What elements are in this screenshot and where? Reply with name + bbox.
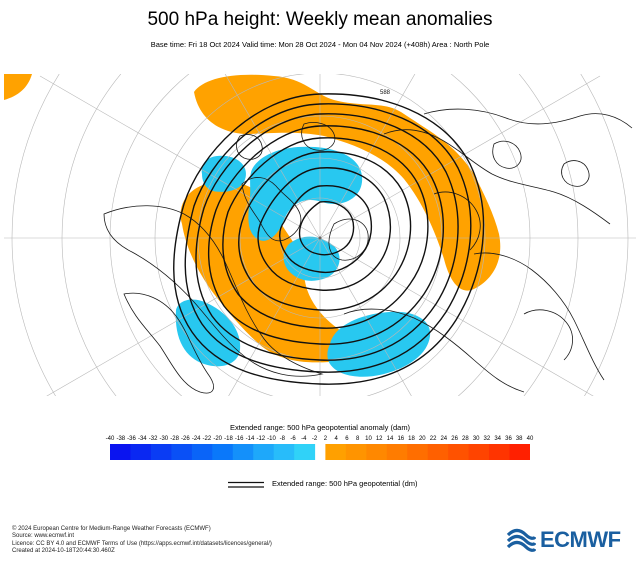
colorbar-segment-negative bbox=[212, 444, 234, 460]
colorbar-tick-label: 6 bbox=[345, 436, 349, 442]
colorbar-tick-label: -6 bbox=[290, 436, 296, 442]
footer-line: Source: www.ecmwf.int bbox=[12, 533, 75, 540]
colorbar-segment-positive bbox=[489, 444, 511, 460]
colorbar-tick-label: -32 bbox=[148, 436, 158, 442]
colorbar-tick-label: 36 bbox=[505, 436, 512, 442]
chart-subtitle: Base time: Fri 18 Oct 2024 Valid time: M… bbox=[150, 40, 490, 49]
footer-line: Licence: CC BY 4.0 and ECMWF Terms of Us… bbox=[12, 540, 272, 547]
colorbar-segment-negative bbox=[150, 444, 172, 460]
colorbar-tick-label: -38 bbox=[116, 436, 126, 442]
colorbar-tick-label: -18 bbox=[224, 436, 233, 442]
footer-line: Created at 2024-10-18T20:44:30.460Z bbox=[12, 547, 115, 554]
colorbar-tick-label: -8 bbox=[279, 436, 285, 442]
anomaly-colorbar bbox=[110, 444, 530, 460]
colorbar-tick-label: 20 bbox=[418, 436, 426, 442]
colorbar-tick-label: 24 bbox=[440, 436, 448, 442]
colorbar-tick-label: -10 bbox=[267, 436, 276, 442]
geopotential-contours bbox=[173, 93, 485, 385]
colorbar-segment-negative bbox=[253, 444, 275, 460]
colorbar-tick-label: 10 bbox=[365, 436, 372, 442]
colorbar-tick-label: 12 bbox=[375, 436, 383, 442]
colorbar-tick-label: 38 bbox=[515, 436, 523, 442]
colorbar-segment-positive bbox=[366, 444, 388, 460]
colorbar-segment-negative bbox=[191, 444, 213, 460]
colorbar-tick-label: 4 bbox=[334, 436, 338, 442]
colorbar-tick-label: -26 bbox=[181, 436, 190, 442]
colorbar-tick-label: -14 bbox=[245, 436, 255, 442]
colorbar-segment-negative bbox=[232, 444, 254, 460]
colorbar-segment-positive bbox=[509, 444, 530, 460]
colorbar-tick-label: 34 bbox=[494, 436, 502, 442]
colorbar-segment-negative bbox=[273, 444, 295, 460]
colorbar-tick-label: 18 bbox=[408, 436, 415, 442]
contour-legend: Extended range: 500 hPa geopotential (dm… bbox=[0, 478, 640, 492]
colorbar-segment-positive bbox=[427, 444, 449, 460]
colorbar-tick-label: 40 bbox=[526, 436, 534, 442]
colorbar-tick-label: -22 bbox=[202, 436, 212, 442]
ecmwf-wave-icon bbox=[506, 528, 537, 552]
colorbar-segment-negative bbox=[110, 444, 131, 460]
graticule bbox=[4, 74, 636, 396]
ecmwf-logo: ECMWF bbox=[506, 527, 632, 553]
colorbar-segment-negative bbox=[130, 444, 152, 460]
north-pole-map: 588 bbox=[4, 74, 636, 396]
colorbar-tick-label: -20 bbox=[213, 436, 223, 442]
colorbar-tick-label: 22 bbox=[429, 436, 437, 442]
colorbar-tick-label: 8 bbox=[356, 436, 360, 442]
colorbar-tick-label: -12 bbox=[256, 436, 266, 442]
contour-legend-label: Extended range: 500 hPa geopotential (dm… bbox=[272, 479, 418, 488]
anomaly-legend-title: Extended range: 500 hPa geopotential ano… bbox=[229, 423, 411, 432]
colorbar-tick-label: 14 bbox=[386, 436, 394, 442]
colorbar-tick-label: -40 bbox=[105, 436, 115, 442]
colorbar-segment-positive bbox=[448, 444, 470, 460]
colorbar-tick-label: -2 bbox=[311, 436, 318, 442]
colorbar-tick-label: 28 bbox=[462, 436, 469, 442]
colorbar-segment-positive bbox=[386, 444, 408, 460]
colorbar-tick-label: -16 bbox=[234, 436, 244, 442]
colorbar-tick-label: -4 bbox=[301, 436, 307, 442]
colorbar-tick-label: 30 bbox=[472, 436, 480, 442]
colorbar-segment-positive bbox=[325, 444, 347, 460]
chart-title: 500 hPa height: Weekly mean anomalies bbox=[147, 9, 493, 30]
colorbar-segment-negative bbox=[171, 444, 193, 460]
contour-value-label: 588 bbox=[380, 90, 391, 96]
colorbar-tick-label: -28 bbox=[170, 436, 179, 442]
contour-legend-line bbox=[228, 481, 264, 488]
footer-credits: © 2024 European Centre for Medium-Range … bbox=[12, 526, 272, 555]
colorbar-tick-label: 26 bbox=[451, 436, 458, 442]
colorbar-segment-negative bbox=[294, 444, 316, 460]
pole-marker bbox=[318, 236, 322, 240]
colorbar-segment-positive bbox=[407, 444, 429, 460]
colorbar-tick-label: 2 bbox=[323, 436, 328, 442]
colorbar-tick-label: 16 bbox=[397, 436, 405, 442]
colorbar-tick-label: -24 bbox=[191, 436, 201, 442]
footer-line: © 2024 European Centre for Medium-Range … bbox=[12, 526, 211, 532]
colorbar-tick-label: -36 bbox=[127, 436, 136, 442]
colorbar-segment-positive bbox=[468, 444, 490, 460]
colorbar-segment-positive bbox=[345, 444, 367, 460]
colorbar-tick-label: -34 bbox=[137, 436, 147, 442]
ecmwf-logo-text: ECMWF bbox=[540, 527, 621, 552]
colorbar-tick-label: 32 bbox=[483, 436, 491, 442]
colorbar-tick-label: -30 bbox=[159, 436, 169, 442]
